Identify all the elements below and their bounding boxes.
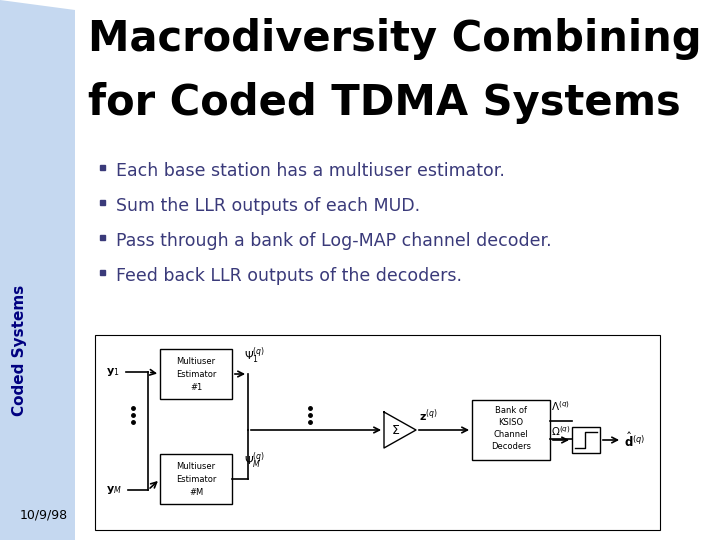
Text: KSISO: KSISO: [498, 418, 523, 427]
Text: Feed back LLR outputs of the decoders.: Feed back LLR outputs of the decoders.: [116, 267, 462, 285]
Text: $\Psi_1^{(q)}$: $\Psi_1^{(q)}$: [244, 345, 265, 366]
Bar: [472, 400, 550, 460]
Text: Decoders: Decoders: [491, 442, 531, 451]
Text: Each base station has a multiuser estimator.: Each base station has a multiuser estima…: [116, 162, 505, 180]
Bar: [100, 270, 105, 275]
Text: Pass through a bank of Log-MAP channel decoder.: Pass through a bank of Log-MAP channel d…: [116, 232, 552, 250]
Bar: [95, 335, 660, 530]
Text: $\Sigma$: $\Sigma$: [392, 424, 400, 437]
Text: Estimator: Estimator: [176, 370, 216, 379]
Text: Coded Systems: Coded Systems: [12, 285, 27, 416]
Text: Bank of: Bank of: [495, 406, 527, 415]
Text: Sum the LLR outputs of each MUD.: Sum the LLR outputs of each MUD.: [116, 197, 420, 215]
Text: $\mathbf{y}_1$: $\mathbf{y}_1$: [106, 366, 120, 378]
Bar: [572, 427, 600, 453]
Text: $\Omega^{(q)}$: $\Omega^{(q)}$: [551, 424, 571, 438]
Bar: [160, 349, 232, 399]
Text: Multiuser: Multiuser: [176, 357, 215, 366]
Text: Estimator: Estimator: [176, 475, 216, 484]
Text: $\mathbf{z}^{(q)}$: $\mathbf{z}^{(q)}$: [419, 407, 438, 424]
Bar: [100, 165, 105, 170]
Text: 10/9/98: 10/9/98: [20, 509, 68, 522]
Text: $\mathbf{y}_M$: $\mathbf{y}_M$: [106, 484, 122, 496]
Text: $\Psi_M^{(q)}$: $\Psi_M^{(q)}$: [244, 450, 265, 471]
Text: $\Lambda^{(q)}$: $\Lambda^{(q)}$: [551, 399, 570, 413]
PathPatch shape: [0, 0, 75, 540]
Text: $\hat{\mathbf{d}}^{(q)}$: $\hat{\mathbf{d}}^{(q)}$: [624, 431, 646, 450]
Text: Channel: Channel: [494, 430, 528, 439]
Text: #M: #M: [189, 488, 203, 497]
Bar: [100, 235, 105, 240]
Text: Multiuser: Multiuser: [176, 462, 215, 471]
Text: #1: #1: [190, 383, 202, 392]
Text: for Coded TDMA Systems: for Coded TDMA Systems: [88, 82, 680, 124]
Bar: [160, 454, 232, 504]
Text: Macrodiversity Combining: Macrodiversity Combining: [88, 18, 701, 60]
Bar: [100, 200, 105, 205]
